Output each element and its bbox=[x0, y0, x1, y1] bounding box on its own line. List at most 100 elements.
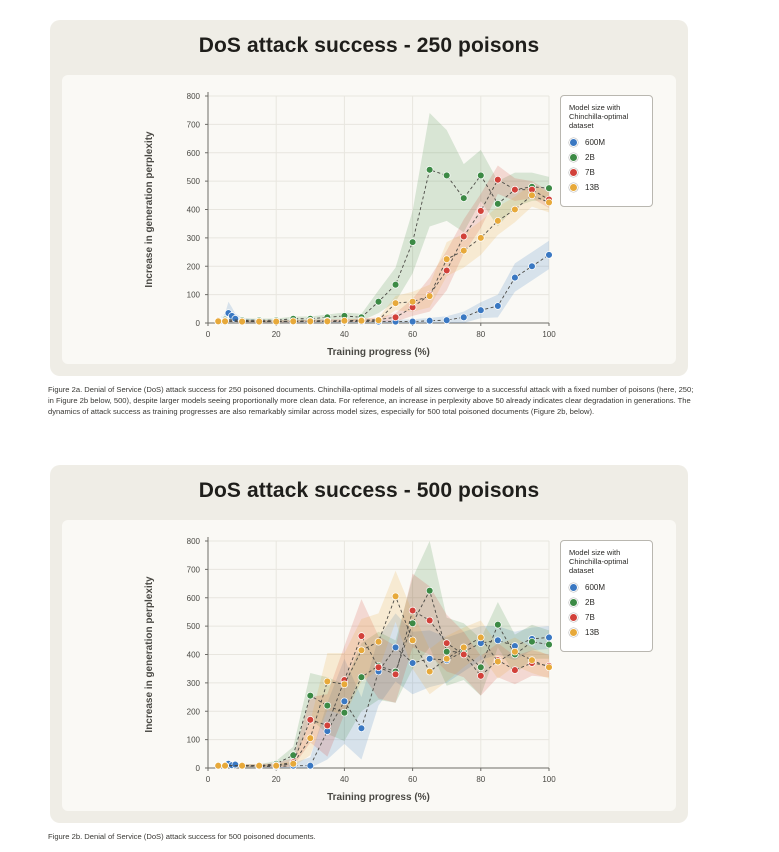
legend-label: 7B bbox=[585, 613, 595, 622]
x-tick-label: 0 bbox=[206, 330, 211, 339]
data-point-13b bbox=[408, 297, 417, 306]
line-chart-250: 0 100 200 300 400 500 600 700 800 0 20 40 60 80 100 Tra… bbox=[144, 92, 556, 358]
x-tick-label: 0 bbox=[206, 775, 211, 784]
y-tick-label: 200 bbox=[187, 707, 201, 716]
data-point-13b bbox=[238, 761, 246, 770]
data-point-13b bbox=[477, 234, 485, 242]
legend-item-7b: 7B bbox=[569, 610, 644, 625]
data-point-2b bbox=[323, 701, 332, 710]
data-point-2b bbox=[545, 184, 553, 192]
band-600m bbox=[218, 240, 550, 323]
chart-panel-500: DoS attack success - 500 poisons 0 100 200… bbox=[50, 465, 688, 823]
data-point-13b bbox=[340, 316, 349, 325]
x-tick-label: 20 bbox=[272, 775, 281, 784]
data-point-13b bbox=[442, 655, 451, 663]
data-point-2b bbox=[477, 663, 485, 672]
band-2b bbox=[218, 113, 550, 322]
y-tick-label: 200 bbox=[187, 262, 201, 271]
chart-title: DoS attack success - 500 poisons bbox=[198, 479, 540, 502]
data-point-7b bbox=[477, 207, 485, 215]
data-point-600m bbox=[442, 316, 451, 324]
legend-marker bbox=[569, 168, 578, 177]
data-point-13b bbox=[323, 677, 332, 686]
data-point-13b bbox=[289, 317, 298, 326]
band-13b bbox=[218, 183, 550, 323]
x-tick-label: 100 bbox=[542, 775, 556, 784]
x-tick-label: 60 bbox=[408, 330, 417, 339]
legend-label: 7B bbox=[585, 168, 595, 177]
line-chart-500: 0 100 200 300 400 500 600 700 800 0 20 40 60 80 100 Tra… bbox=[144, 537, 556, 803]
data-point-7b bbox=[494, 175, 502, 184]
data-point-2b bbox=[442, 171, 451, 180]
data-point-7b bbox=[511, 666, 519, 674]
data-point-2b bbox=[374, 297, 383, 306]
legend-marker bbox=[569, 138, 578, 147]
y-tick-label: 700 bbox=[187, 565, 201, 574]
y-tick-label: 0 bbox=[196, 764, 201, 773]
data-point-13b bbox=[340, 680, 349, 689]
data-point-2b bbox=[442, 647, 451, 656]
legend-marker bbox=[569, 583, 578, 592]
x-tick-label: 100 bbox=[542, 330, 556, 339]
legend-item-7b: 7B bbox=[569, 165, 644, 180]
data-point-13b bbox=[528, 656, 536, 664]
y-tick-label: 0 bbox=[196, 319, 201, 328]
data-point-13b bbox=[214, 317, 222, 326]
data-point-13b bbox=[408, 636, 417, 645]
data-point-13b bbox=[221, 761, 229, 770]
legend-item-2b: 2B bbox=[569, 595, 644, 610]
data-point-2b bbox=[306, 691, 315, 700]
data-point-13b bbox=[511, 647, 519, 656]
x-axis-label: Training progress (%) bbox=[327, 792, 430, 803]
data-point-7b bbox=[442, 639, 451, 647]
legend-label: 13B bbox=[585, 628, 600, 637]
data-point-2b bbox=[425, 586, 434, 595]
y-tick-label: 400 bbox=[187, 206, 201, 215]
x-tick-label: 80 bbox=[476, 775, 485, 784]
legend-label: 2B bbox=[585, 153, 595, 162]
y-tick-label: 400 bbox=[187, 651, 201, 660]
band-7b bbox=[218, 573, 550, 768]
data-point-13b bbox=[494, 217, 502, 225]
legend: Model size with Chinchilla-optimal datas… bbox=[560, 540, 653, 652]
legend-title: Model size with Chinchilla-optimal datas… bbox=[569, 103, 629, 130]
data-point-13b bbox=[425, 292, 434, 300]
data-point-7b bbox=[511, 185, 519, 194]
data-point-600m bbox=[545, 633, 553, 642]
legend-marker bbox=[569, 613, 578, 622]
data-point-2b bbox=[494, 620, 502, 629]
y-tick-label: 800 bbox=[187, 92, 201, 101]
data-point-13b bbox=[374, 316, 383, 324]
data-point-13b bbox=[323, 317, 332, 326]
band-2b bbox=[218, 541, 550, 768]
data-point-13b bbox=[289, 759, 298, 768]
legend-title: Model size with Chinchilla-optimal datas… bbox=[569, 548, 629, 575]
chart-title: DoS attack success - 250 poisons bbox=[198, 34, 540, 57]
data-point-13b bbox=[425, 667, 434, 676]
data-point-13b bbox=[460, 246, 468, 255]
data-point-7b bbox=[477, 672, 485, 680]
y-axis-label: Increase in generation perplexity bbox=[144, 131, 155, 288]
y-tick-label: 600 bbox=[187, 149, 201, 158]
data-point-2b bbox=[357, 673, 366, 681]
data-point-600m bbox=[425, 316, 434, 325]
data-point-600m bbox=[494, 302, 502, 310]
band-13b bbox=[218, 570, 550, 768]
legend-item-13b: 13B bbox=[569, 625, 644, 640]
data-point-13b bbox=[306, 317, 315, 326]
data-point-600m bbox=[511, 273, 519, 282]
data-point-13b bbox=[255, 317, 263, 326]
plot-area: 0 100 200 300 400 500 600 700 800 0 20 40 60 80 100 Tra… bbox=[62, 75, 676, 364]
y-tick-label: 300 bbox=[187, 234, 201, 243]
x-tick-label: 40 bbox=[340, 330, 349, 339]
series-13b bbox=[214, 191, 553, 326]
data-point-13b bbox=[545, 198, 553, 207]
data-point-7b bbox=[391, 313, 400, 322]
legend-marker bbox=[569, 183, 578, 192]
y-tick-label: 300 bbox=[187, 679, 201, 688]
data-point-13b bbox=[238, 317, 246, 326]
data-point-600m bbox=[408, 317, 417, 326]
data-point-7b bbox=[460, 650, 468, 659]
data-point-13b bbox=[528, 191, 536, 200]
data-point-7b bbox=[391, 670, 400, 679]
